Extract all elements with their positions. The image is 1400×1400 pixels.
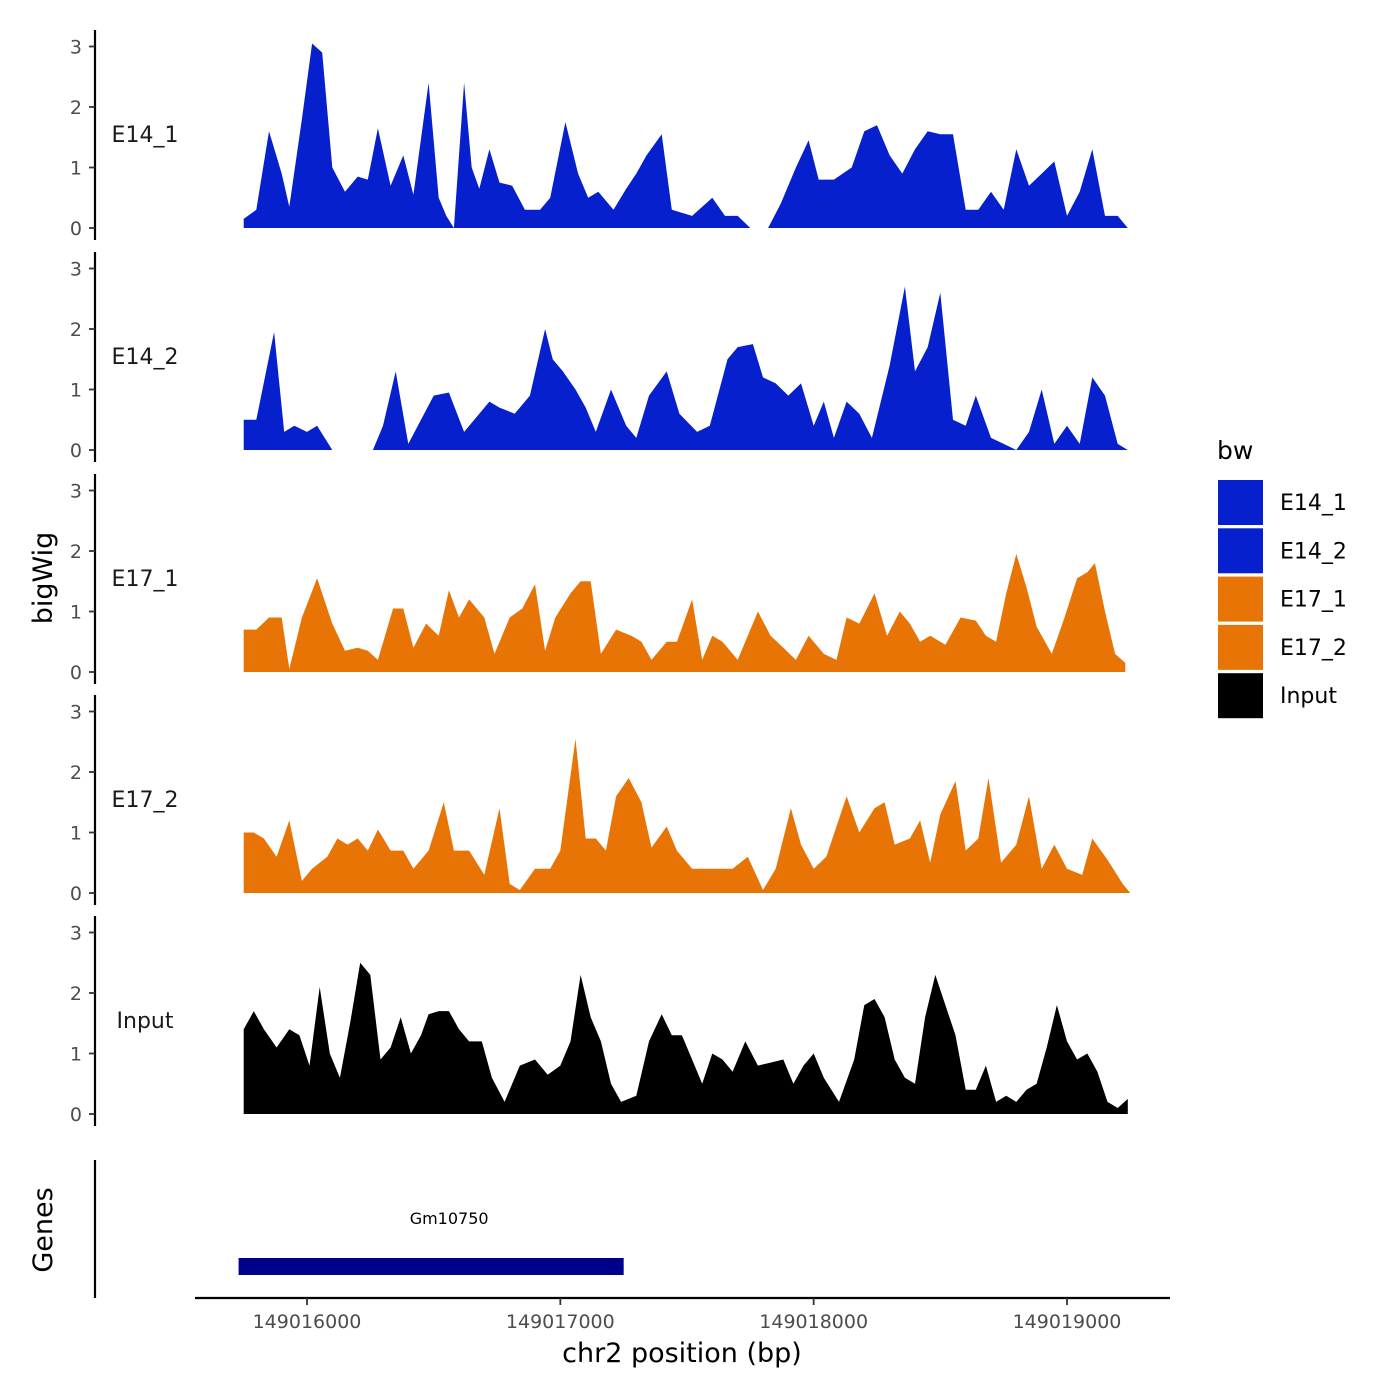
track-E14_1: 0 1 2 3 E14_1 [70,30,1128,240]
track-E17_1: 0 1 2 3 E17_1 [70,474,1126,684]
y-tick-label: 0 [70,662,82,684]
genes-panel-title: Genes [28,1187,59,1272]
legend-label-Input: Input [1280,684,1337,709]
legend-label-E17_1: E17_1 [1280,588,1347,613]
track-E17_2: 0 1 2 3 E17_2 [70,695,1131,905]
gene-label-Gm10750: Gm10750 [410,1209,489,1228]
legend-swatch-E17_1 [1218,576,1263,622]
legend-label-E14_1: E14_1 [1280,491,1347,516]
coverage-area-Input [243,962,1128,1114]
legend-swatch-E14_1 [1218,480,1263,525]
legend-label-E17_2: E17_2 [1280,636,1347,661]
legend-swatch-E17_2 [1218,624,1263,670]
y-tick-label: 0 [70,1104,82,1126]
coverage-area-E14_2 [243,286,1128,450]
y-tick-label: 3 [70,37,82,59]
legend-title: bw [1217,436,1253,465]
y-tick-label: 3 [70,481,82,503]
legend: bw E14_1 E14_2 E17_1 E17_2 Input [1217,436,1347,719]
y-tick-label: 2 [70,983,82,1005]
coverage-area-E14_1 [243,43,1128,228]
y-tick-label: 2 [70,541,82,563]
coverage-area-E17_2 [243,738,1131,893]
y-tick-label: 3 [70,702,82,724]
x-tick-label: 149017000 [506,1311,615,1333]
y-tick-label: 1 [70,602,82,624]
x-tick-label: 149019000 [1013,1311,1122,1333]
y-tick-label: 1 [70,158,82,180]
track-label-Input: Input [117,1009,174,1034]
genes-group: Gm10750 [238,1209,624,1275]
y-tick-label: 2 [70,97,82,119]
x-axis-title: chr2 position (bp) [562,1338,802,1369]
coverage-area-E17_1 [243,554,1126,672]
y-tick-label: 1 [70,1044,82,1066]
legend-label-E14_2: E14_2 [1280,539,1347,564]
y-tick-label: 0 [70,883,82,905]
y-tick-label: 2 [70,762,82,784]
legend-swatch-E14_2 [1218,528,1263,574]
track-Input: 0 1 2 3 Input [70,916,1128,1126]
y-axis-title-text: bigWig [28,532,59,625]
track-label-E14_2: E14_2 [112,345,179,370]
tracks-group: 0 1 2 3 E14_1 0 1 2 3 E14_2 0 1 2 3 E17_1 0 1 2 3 E17_2 0 1 2 3… [70,30,1131,1126]
track-E14_2: 0 1 2 3 E14_2 [70,252,1128,462]
x-tick-label: 149016000 [253,1311,362,1333]
y-tick-label: 0 [70,218,82,240]
y-tick-label: 0 [70,440,82,462]
legend-swatch-Input [1218,673,1263,719]
x-axis: 149016000 149017000 149018000 149019000 [195,1296,1170,1333]
y-axis-title: bigWig [28,532,59,625]
genes-panel: Genes Gm10750 [28,1160,624,1298]
y-tick-label: 1 [70,823,82,845]
track-label-E17_2: E17_2 [112,788,179,813]
x-tick-label: 149018000 [759,1311,868,1333]
y-tick-label: 3 [70,259,82,281]
y-tick-label: 1 [70,380,82,402]
gene-body-Gm10750 [238,1258,624,1275]
track-label-E17_1: E17_1 [112,567,179,592]
track-label-E14_1: E14_1 [112,123,179,148]
y-tick-label: 3 [70,923,82,945]
y-tick-label: 2 [70,319,82,341]
